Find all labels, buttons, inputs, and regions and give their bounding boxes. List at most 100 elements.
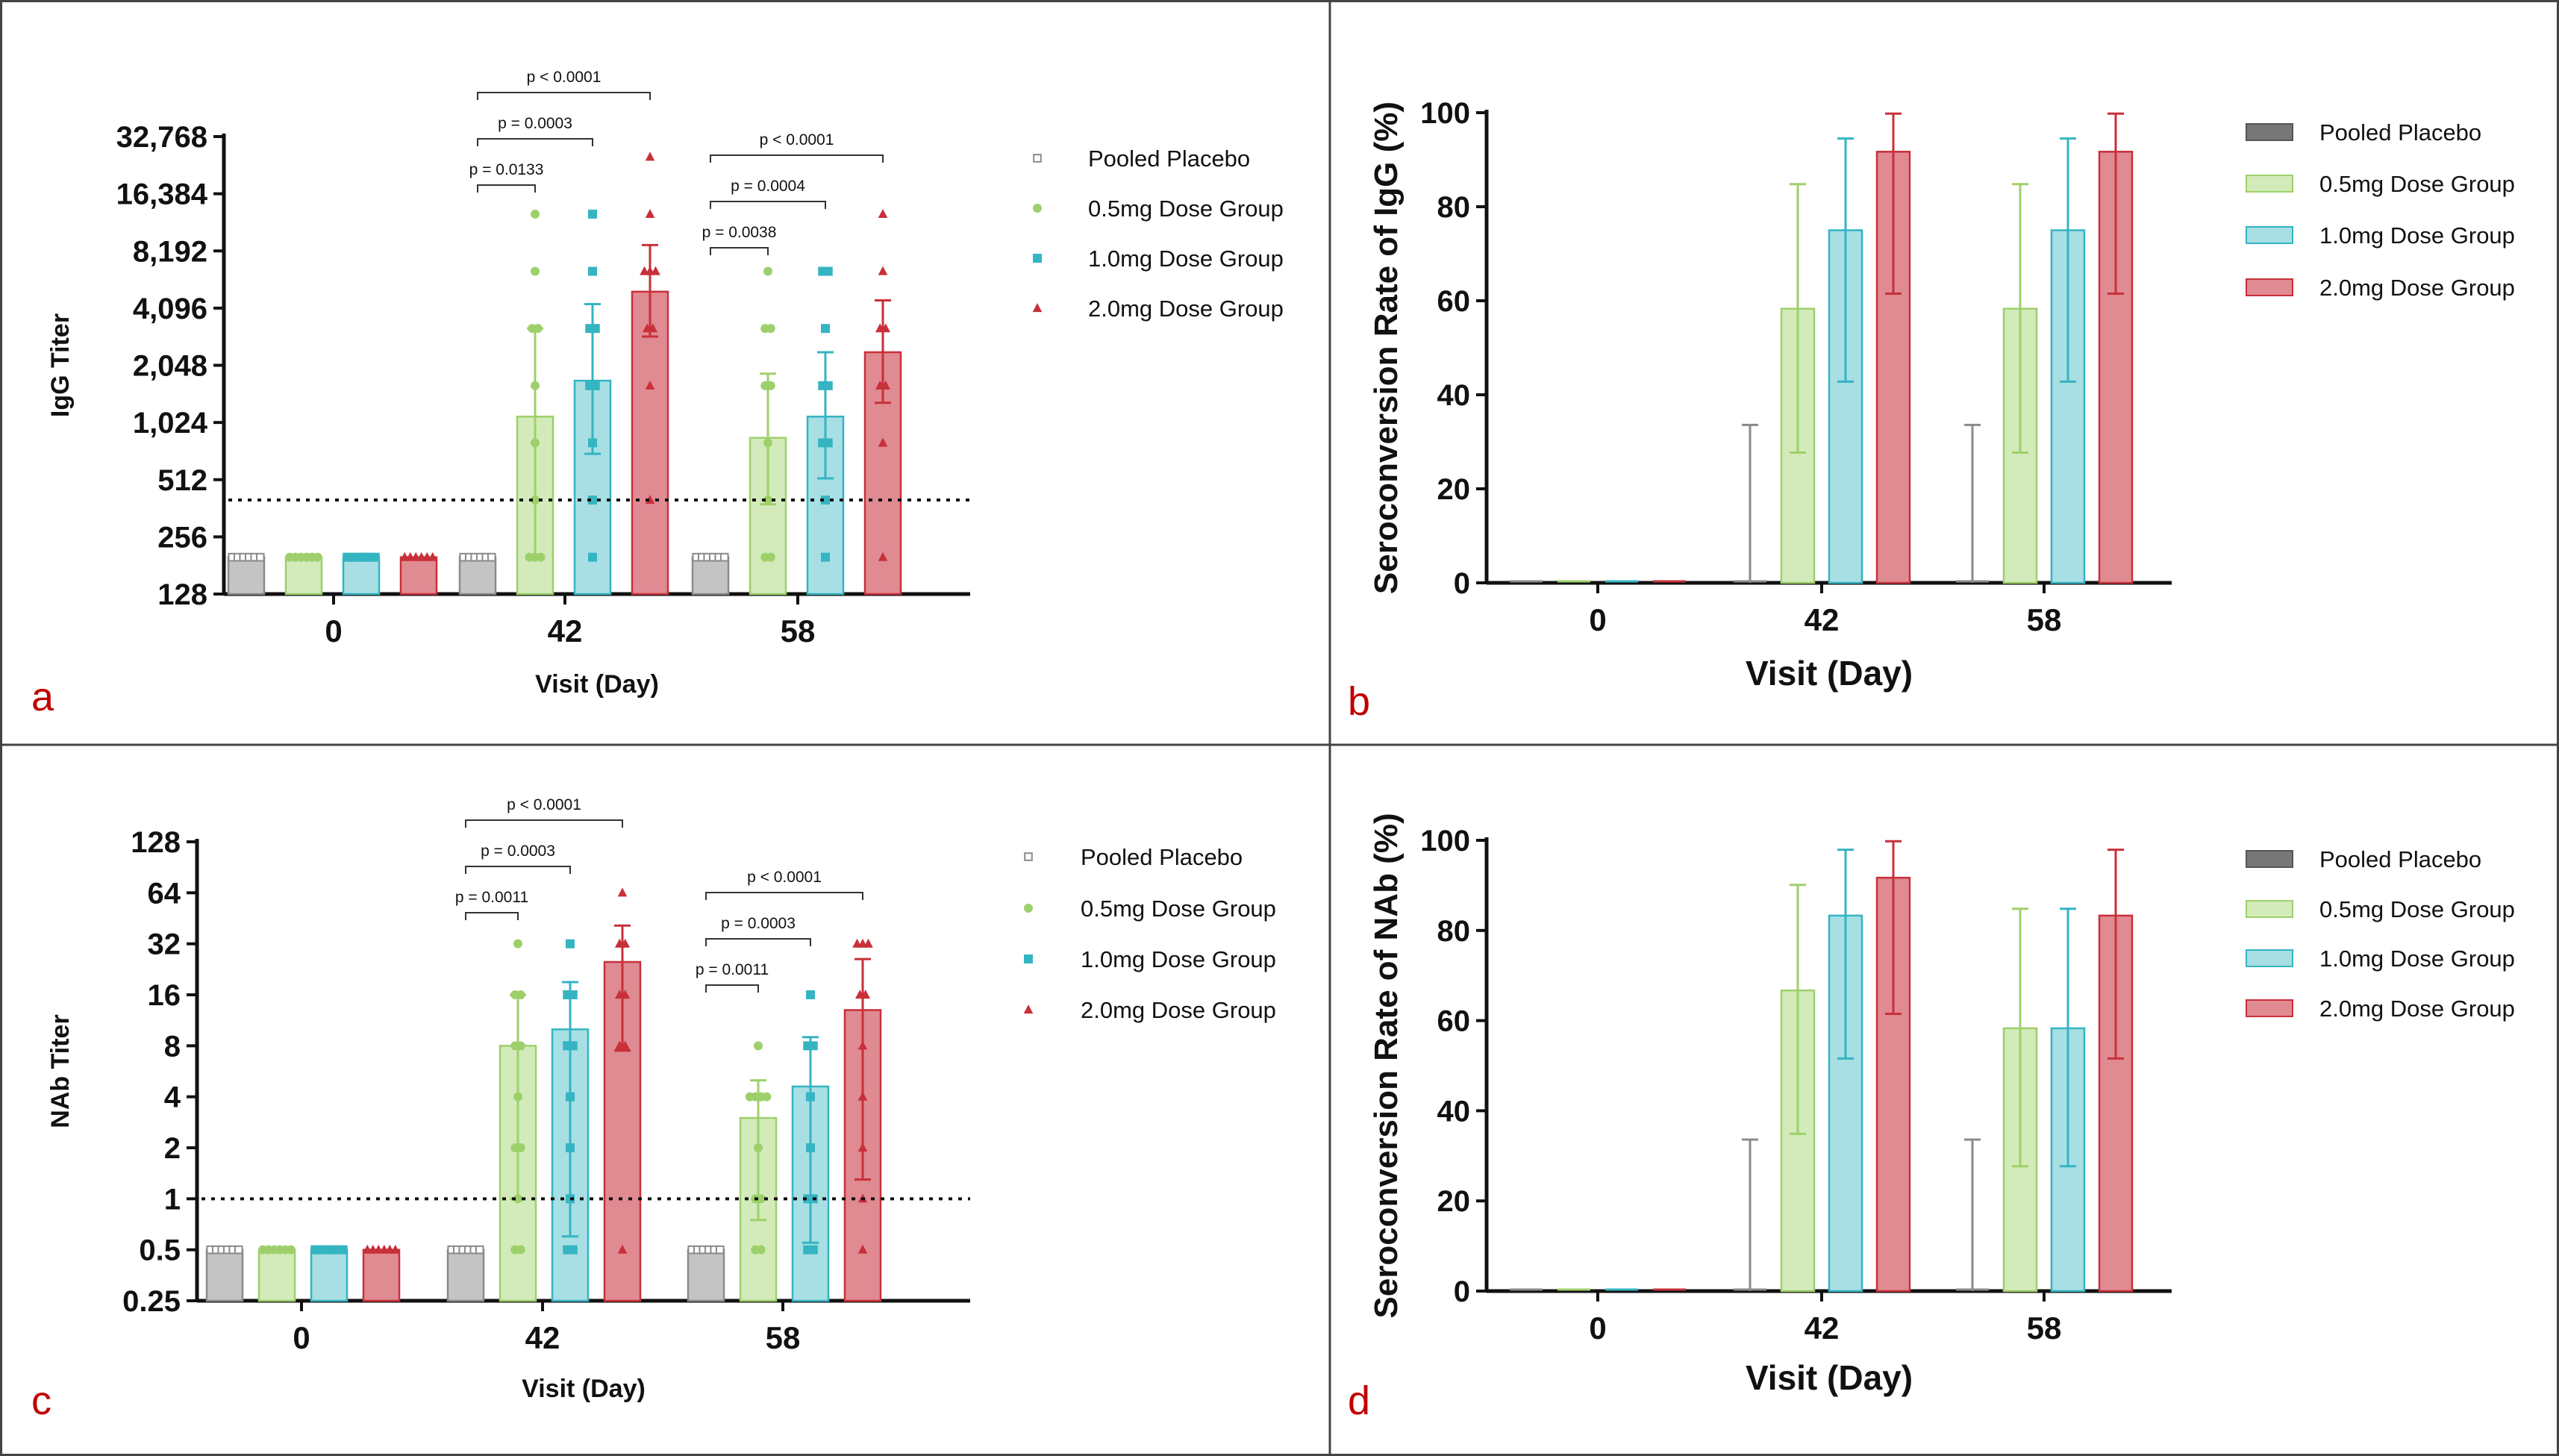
y-tick-label: 80 [1437, 191, 1471, 224]
data-point [881, 323, 891, 333]
bracket-line [710, 154, 884, 163]
data-point [588, 209, 597, 219]
data-point [821, 552, 830, 562]
p-value-label: p < 0.0001 [760, 131, 834, 149]
series-dose-10mg [342, 209, 845, 596]
legend-swatch-dose-10mg [2246, 949, 2293, 967]
series-dose-20mg [362, 887, 882, 1302]
legend-item-placebo: Pooled Placebo [2246, 119, 2481, 146]
significance-bracket: p = 0.0011 [696, 961, 769, 993]
legend-label: 1.0mg Dose Group [1081, 946, 1276, 972]
data-point [857, 1143, 868, 1152]
x-axis-title: Visit (Day) [522, 1375, 646, 1403]
data-point [756, 1194, 766, 1204]
data-point [566, 1143, 575, 1152]
legend-marker-dose-10mg [1024, 954, 1033, 963]
data-point [338, 1245, 348, 1255]
y-tick-label: 16 [148, 979, 181, 1012]
panel-label: c [31, 1378, 51, 1423]
data-point [645, 151, 655, 161]
data-point [513, 939, 522, 949]
legend-marker-placebo [1024, 852, 1033, 861]
p-value-label: p = 0.0003 [498, 115, 572, 132]
data-point [766, 324, 775, 334]
data-point [531, 381, 540, 390]
p-value-label: p = 0.0003 [481, 843, 555, 860]
data-point [390, 1244, 401, 1254]
series-placebo [1510, 1138, 1989, 1291]
y-tick-label: 40 [1437, 1095, 1471, 1128]
p-value-label: p = 0.0133 [469, 161, 544, 178]
legend-item-dose-20mg: 2.0mg Dose Group [1023, 997, 1276, 1023]
data-point [255, 552, 265, 562]
x-tick-label: 58 [781, 613, 816, 649]
legend-item-dose-10mg: 1.0mg Dose Group [2246, 946, 2515, 972]
bracket-line [477, 92, 651, 100]
data-point [821, 496, 830, 505]
y-tick-label: 80 [1437, 915, 1471, 948]
significance-bracket: p = 0.0133 [469, 161, 544, 193]
bracket-line [477, 184, 536, 193]
x-axis-title: Visit (Day) [535, 670, 659, 699]
data-point [719, 552, 729, 562]
legend-marker-dose-20mg [1032, 303, 1043, 313]
y-tick-label: 0.5 [139, 1234, 181, 1267]
legend-label: Pooled Placebo [1081, 844, 1243, 870]
x-tick-label: 58 [2027, 1310, 2062, 1346]
data-point [533, 324, 543, 334]
bar [310, 1249, 349, 1302]
data-point [516, 1245, 525, 1255]
series-dose-10mg [310, 939, 830, 1302]
y-tick-label: 40 [1437, 379, 1471, 412]
data-point [878, 209, 888, 219]
data-point [588, 266, 597, 276]
legend-item-dose-05mg: 0.5mg Dose Group [1024, 896, 1276, 922]
data-point [313, 552, 322, 562]
data-point [590, 324, 600, 334]
legend-marker-placebo [1033, 154, 1042, 163]
y-tick-label: 60 [1437, 285, 1471, 318]
data-point [715, 1245, 725, 1255]
data-point [516, 1143, 525, 1152]
bracket-line [465, 866, 571, 874]
y-tick-label: 4,096 [133, 293, 207, 325]
series-dose-05mg [1557, 884, 2038, 1293]
bar [227, 556, 266, 596]
y-tick-label: 64 [148, 877, 181, 910]
y-tick-label: 8 [164, 1030, 181, 1063]
data-point [878, 552, 888, 561]
significance-bracket: p < 0.0001 [710, 131, 884, 163]
data-point [823, 438, 833, 448]
panel-a: 128 256 512 1,024 2,048 4,096 8,192 16,384 32,76… [31, 69, 1284, 719]
y-tick-label: 512 [157, 464, 207, 497]
legend-item-placebo: Pooled Placebo [1024, 844, 1243, 870]
panel-c: 0.25 0.5 1 2 4 8 16 32 64 128 0 42 58 NAb Titer Visit … [31, 796, 1276, 1423]
significance-bracket: p = 0.0011 [455, 889, 528, 920]
x-tick-label: 58 [766, 1320, 801, 1355]
bracket-line [465, 912, 519, 920]
data-point [286, 1245, 296, 1255]
data-point [645, 495, 655, 504]
data-point [531, 438, 540, 448]
legend-label: Pooled Placebo [2319, 846, 2481, 872]
data-point [648, 323, 658, 333]
x-tick-label: 42 [1805, 602, 1840, 637]
y-axis-title: NAb Titer [46, 1014, 75, 1128]
significance-bracket: p < 0.0001 [705, 869, 863, 900]
x-tick-label: 0 [325, 613, 342, 649]
legend-label: 1.0mg Dose Group [2319, 946, 2515, 972]
legend-label: Pooled Placebo [1088, 146, 1250, 172]
significance-bracket: p = 0.0038 [702, 224, 776, 255]
legend-label: 2.0mg Dose Group [1081, 997, 1276, 1023]
data-point [766, 552, 775, 562]
legend-item-dose-20mg: 2.0mg Dose Group [1032, 296, 1284, 322]
significance-bracket: p = 0.0003 [705, 915, 811, 946]
legend-item-placebo: Pooled Placebo [1033, 146, 1250, 172]
y-tick-label: 4 [164, 1081, 181, 1114]
legend-marker-dose-10mg [1033, 254, 1042, 263]
data-point [531, 266, 540, 276]
data-point [620, 938, 631, 948]
data-point [762, 1092, 772, 1102]
legend-label: 0.5mg Dose Group [1081, 896, 1276, 922]
data-point [566, 1092, 575, 1102]
